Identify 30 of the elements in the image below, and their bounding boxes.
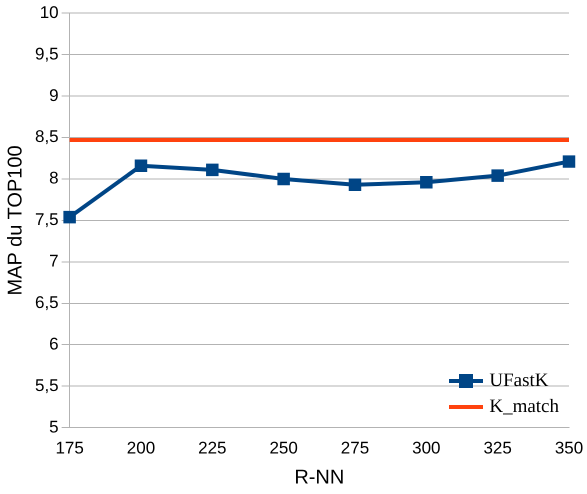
- point: [420, 176, 433, 189]
- legend-label: UFastK: [489, 370, 548, 392]
- x-tick-label: 350: [554, 438, 584, 458]
- y-tick-label: 8: [49, 168, 59, 188]
- y-tick-label: 9,5: [34, 44, 59, 64]
- point: [134, 159, 148, 172]
- point: [277, 172, 290, 186]
- x-tick-label: 175: [55, 438, 84, 458]
- x-tick-label: 275: [340, 438, 370, 458]
- legend-label: K_match: [489, 396, 559, 418]
- y-tick-label: 6,5: [34, 292, 59, 312]
- point: [562, 155, 576, 168]
- x-tick-label: 250: [269, 438, 298, 458]
- x-tick-label: 300: [412, 438, 441, 458]
- x-tick-label: 225: [198, 438, 226, 458]
- x-tick-label: 200: [126, 438, 156, 458]
- x-tick-label: 325: [483, 438, 512, 458]
- y-axis-title: MAP du TOP100: [4, 145, 27, 296]
- y-tick-label: 10: [40, 2, 59, 22]
- y-tick-label: 7: [49, 252, 59, 271]
- y-tick-label: 5: [49, 417, 59, 436]
- point: [491, 169, 504, 182]
- y-tick-label: 5,5: [34, 376, 59, 395]
- y-tick-label: 7,5: [34, 210, 59, 230]
- point: [206, 164, 219, 176]
- y-tick-label: 8,5: [34, 127, 59, 146]
- point: [348, 178, 362, 192]
- y-tick-label: 9: [49, 86, 59, 105]
- y-tick-label: 6: [49, 334, 59, 354]
- x-axis-title: R-NN: [294, 466, 344, 489]
